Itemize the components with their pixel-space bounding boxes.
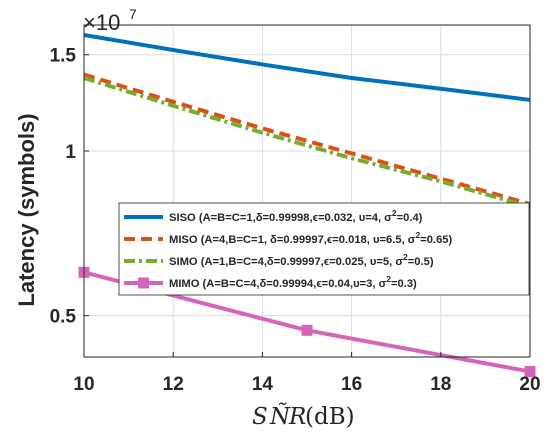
series-0 bbox=[83, 33, 531, 102]
x-tick-label: 12 bbox=[163, 374, 184, 395]
plot-frame bbox=[83, 24, 531, 358]
x-axis-label-r: R bbox=[288, 404, 306, 430]
x-axis-label-s: S bbox=[252, 404, 268, 430]
y-tick-label: 1 bbox=[65, 142, 76, 163]
y-axis-label: Latency (symbols) bbox=[14, 113, 39, 306]
legend-label: SISO (A=B=C=1,δ=0.99998,ϵ=0.032, υ=4, σ2… bbox=[169, 208, 423, 224]
data-point bbox=[524, 366, 536, 378]
legend-entry: MIMO (A=B=C=4,δ=0.99994,ϵ=0.04,υ=3, σ2=0… bbox=[124, 274, 417, 290]
legend-entry: SISO (A=B=C=1,δ=0.99998,ϵ=0.032, υ=4, σ2… bbox=[124, 208, 423, 224]
grid bbox=[84, 25, 530, 357]
y-tick-label: 0.5 bbox=[50, 307, 77, 328]
y-multiplier-base: ×10 bbox=[83, 10, 120, 35]
legend-label: SIMO (A=1,B=C=4,δ=0.99997,ϵ=0.025, υ=5, … bbox=[169, 252, 434, 268]
series-line bbox=[83, 33, 531, 102]
legend-entry: MISO (A=4,B=C=1, δ=0.99997,ϵ=0.018, υ=6.… bbox=[124, 230, 453, 246]
data-point bbox=[301, 324, 313, 336]
series-1 bbox=[83, 72, 531, 206]
x-tick-label: 14 bbox=[252, 374, 274, 395]
legend-label: MIMO (A=B=C=4,δ=0.99994,ϵ=0.04,υ=3, σ2=0… bbox=[169, 274, 417, 290]
y-axis-ticks: 0.5 1 1.5 bbox=[50, 46, 89, 328]
legend: SISO (A=B=C=1,δ=0.99998,ϵ=0.032, υ=4, σ2… bbox=[118, 202, 530, 296]
y-tick-label: 1.5 bbox=[50, 46, 77, 67]
x-axis-label-unit: (dB) bbox=[305, 404, 355, 430]
x-tick-label: 16 bbox=[341, 374, 362, 395]
y-multiplier-exponent: 7 bbox=[129, 6, 137, 22]
legend-entry: SIMO (A=1,B=C=4,δ=0.99997,ϵ=0.025, υ=5, … bbox=[124, 252, 434, 268]
x-axis-ticks: 10 12 14 16 18 20 bbox=[73, 352, 541, 395]
x-tick-label: 20 bbox=[519, 374, 540, 395]
x-tick-label: 18 bbox=[430, 374, 451, 395]
x-axis-label: S Ñ R (dB) bbox=[252, 402, 355, 430]
legend-label: MISO (A=4,B=C=1, δ=0.99997,ϵ=0.018, υ=6.… bbox=[169, 230, 453, 246]
legend-marker bbox=[138, 277, 149, 289]
x-tick-label: 10 bbox=[73, 374, 94, 395]
legend-box bbox=[118, 202, 530, 296]
series-line bbox=[83, 76, 531, 209]
series-line bbox=[83, 72, 531, 206]
x-axis-label-n-tilde: Ñ bbox=[269, 402, 291, 430]
series-2 bbox=[83, 76, 531, 209]
y-multiplier: ×10 7 bbox=[83, 6, 137, 35]
